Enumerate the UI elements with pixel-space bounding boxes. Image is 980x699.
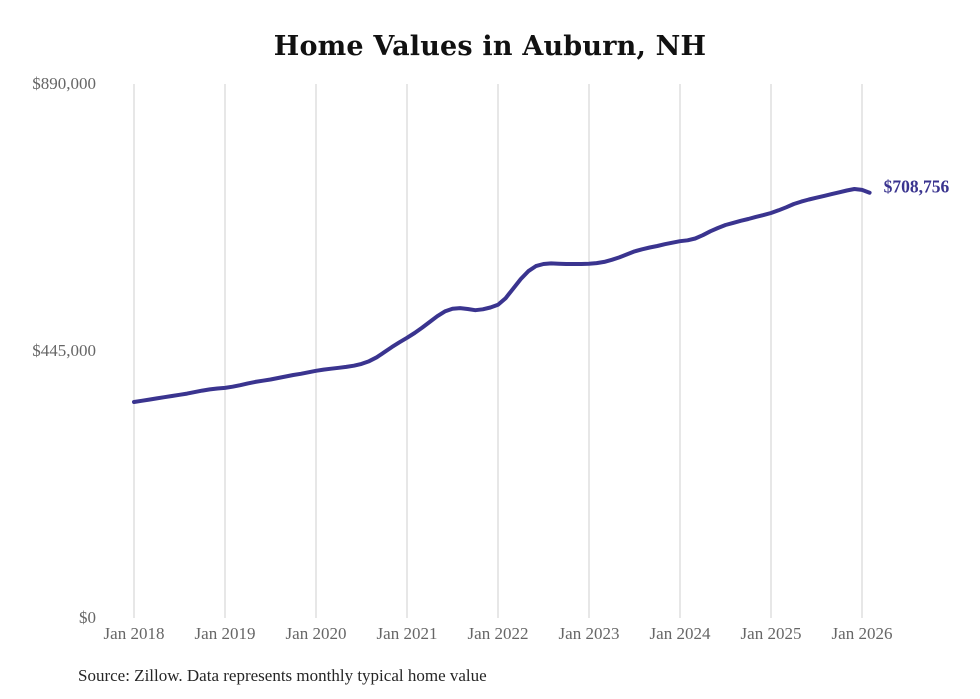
x-tick-jan-2024: Jan 2024 [649, 624, 711, 643]
x-tick-jan-2019: Jan 2019 [194, 624, 256, 643]
vertical-gridlines [133, 84, 863, 618]
y-tick-890000: $890,000 [32, 74, 96, 93]
x-tick-jan-2023: Jan 2023 [558, 624, 620, 643]
y-tick-0: $0 [79, 608, 96, 627]
x-tick-jan-2020: Jan 2020 [285, 624, 347, 643]
x-tick-jan-2022: Jan 2022 [467, 624, 529, 643]
source-note: Source: Zillow. Data represents monthly … [78, 666, 487, 685]
home-value-line-series [132, 187, 872, 404]
x-tick-jan-2021: Jan 2021 [376, 624, 438, 643]
y-tick-445000: $445,000 [32, 341, 96, 360]
chart-title: Home Values in Auburn, NH [273, 31, 707, 62]
current-value-label: $708,756 [883, 176, 950, 197]
x-tick-jan-2026: Jan 2026 [831, 624, 893, 643]
x-tick-jan-2025: Jan 2025 [740, 624, 802, 643]
x-tick-jan-2018: Jan 2018 [103, 624, 165, 643]
